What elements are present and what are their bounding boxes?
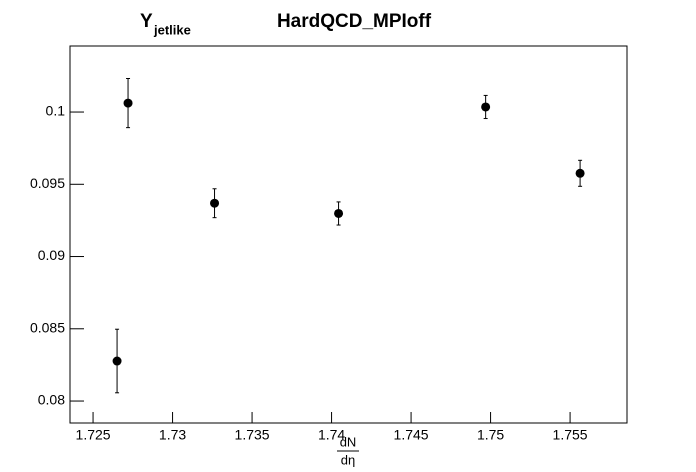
x-tick-label: 1.725 bbox=[76, 427, 111, 443]
y-label: Y bbox=[140, 11, 153, 32]
plot-frame bbox=[69, 45, 628, 424]
data-point bbox=[210, 198, 220, 208]
data-point bbox=[112, 356, 122, 366]
y-tick-label: 0.08 bbox=[38, 392, 65, 408]
y-label-subscript: jetlike bbox=[153, 22, 191, 37]
y-tick-label: 0.085 bbox=[30, 319, 65, 335]
x-tick-label: 1.745 bbox=[394, 427, 429, 443]
y-tick-label: 0.1 bbox=[46, 103, 66, 119]
x-tick-label: 1.755 bbox=[553, 427, 588, 443]
x-tick-label: 1.74 bbox=[318, 427, 345, 443]
x-label-denominator: dη bbox=[341, 452, 355, 467]
data-point bbox=[123, 98, 133, 108]
chart-title: HardQCD_MPIoff bbox=[277, 11, 432, 32]
x-tick-label: 1.75 bbox=[477, 427, 504, 443]
data-point bbox=[575, 168, 585, 178]
data-point bbox=[481, 102, 491, 112]
data-point bbox=[334, 208, 344, 218]
y-tick-label: 0.095 bbox=[30, 175, 65, 191]
x-tick-label: 1.73 bbox=[159, 427, 186, 443]
x-tick-label: 1.735 bbox=[235, 427, 270, 443]
x-label-numerator: dN bbox=[340, 434, 357, 449]
y-tick-label: 0.09 bbox=[38, 247, 65, 263]
